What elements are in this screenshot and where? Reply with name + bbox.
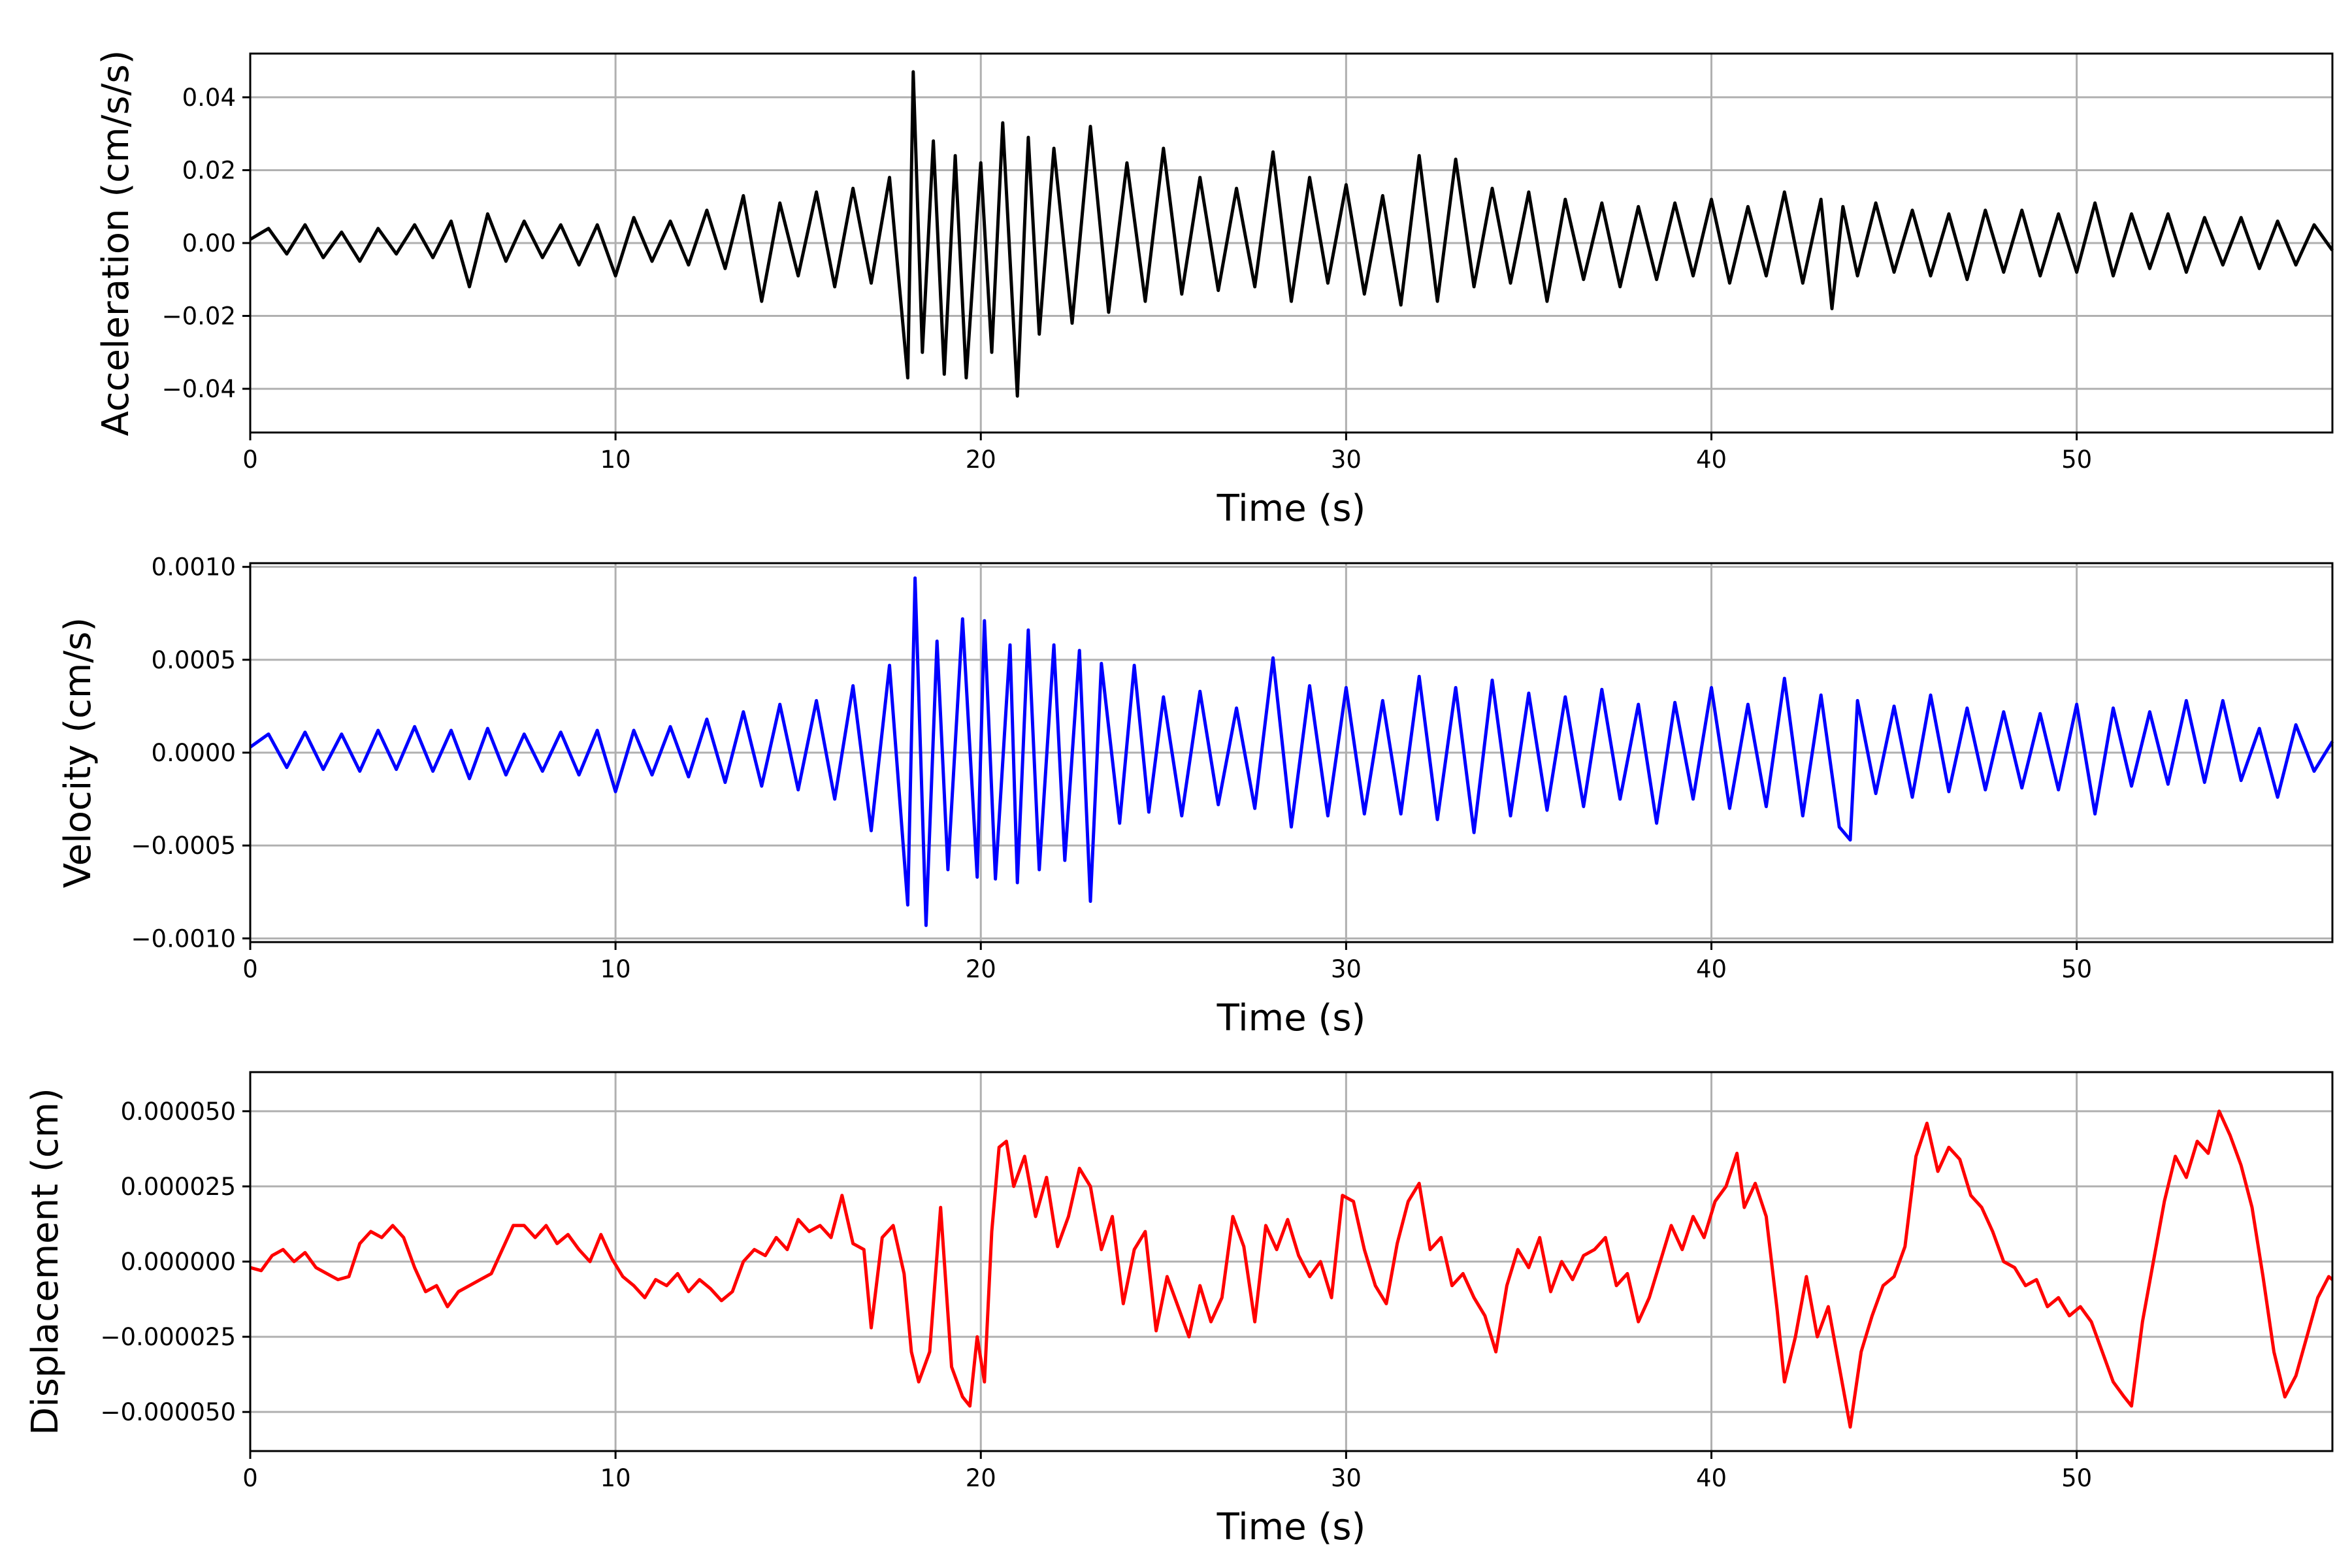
displacement-panel: 0 10 20 30 40 50 −0.000050 −0.000025 0.000000 0.0… [24,1071,2334,1548]
x-tick-label: 40 [1696,1464,1727,1492]
y-tick-label: 0.02 [182,156,236,184]
y-tick-label: −0.0010 [131,924,236,953]
y-axis-label: Displacement (cm) [24,1088,67,1435]
y-tick-label: 0.000025 [120,1173,236,1201]
y-tick-label: 0.0005 [152,646,236,674]
x-tick-label: 30 [1331,1464,1362,1492]
x-tick-label: 0 [242,1464,258,1492]
x-tick-label: 50 [2061,446,2092,474]
x-tick-label: 20 [966,446,996,474]
x-tick-label: 10 [600,955,631,983]
x-axis-label: Time (s) [1217,1506,1366,1548]
x-tick-label: 40 [1696,446,1727,474]
x-tick-label: 50 [2061,1464,2092,1492]
x-tick-label: 0 [242,955,258,983]
y-tick-label: 0.04 [182,84,236,112]
x-tick-label: 10 [600,1464,631,1492]
x-tick-label: 20 [966,1464,996,1492]
x-tick-label: 40 [1696,955,1727,983]
y-tick-label: −0.000050 [100,1398,236,1426]
y-tick-label: −0.04 [162,375,236,403]
velocity-panel: 0 10 20 30 40 50 −0.0010 −0.0005 0.0000 0.0005 0.0… [57,553,2334,1039]
y-tick-label: 0.000050 [120,1098,236,1126]
y-tick-label: 0.000000 [120,1248,236,1276]
x-tick-label: 50 [2061,955,2092,983]
displacement-series-line [250,1109,2334,1429]
y-tick-label: 0.0010 [152,553,236,581]
y-tick-label: −0.02 [162,302,236,331]
y-axis-label: Velocity (cm/s) [57,617,99,889]
x-tick-label: 0 [242,446,258,474]
y-axis-label: Acceleration (cm/s/s) [95,50,137,436]
velocity-series-line [249,576,2334,927]
x-tick-label: 30 [1331,446,1362,474]
y-tick-label: −0.0005 [131,832,236,860]
y-tick-label: 0.0000 [152,739,236,767]
acceleration-panel: 0 10 20 30 40 50 −0.04 −0.02 0.00 0.02 0.04 Time (s… [95,50,2334,530]
x-tick-label: 10 [600,446,631,474]
x-axis-label: Time (s) [1217,997,1366,1039]
x-axis-label: Time (s) [1217,487,1366,530]
y-tick-label: 0.00 [182,229,236,257]
x-tick-label: 30 [1331,955,1362,983]
acceleration-series-line [249,70,2334,398]
y-tick-label: −0.000025 [100,1323,236,1351]
x-tick-label: 20 [966,955,996,983]
